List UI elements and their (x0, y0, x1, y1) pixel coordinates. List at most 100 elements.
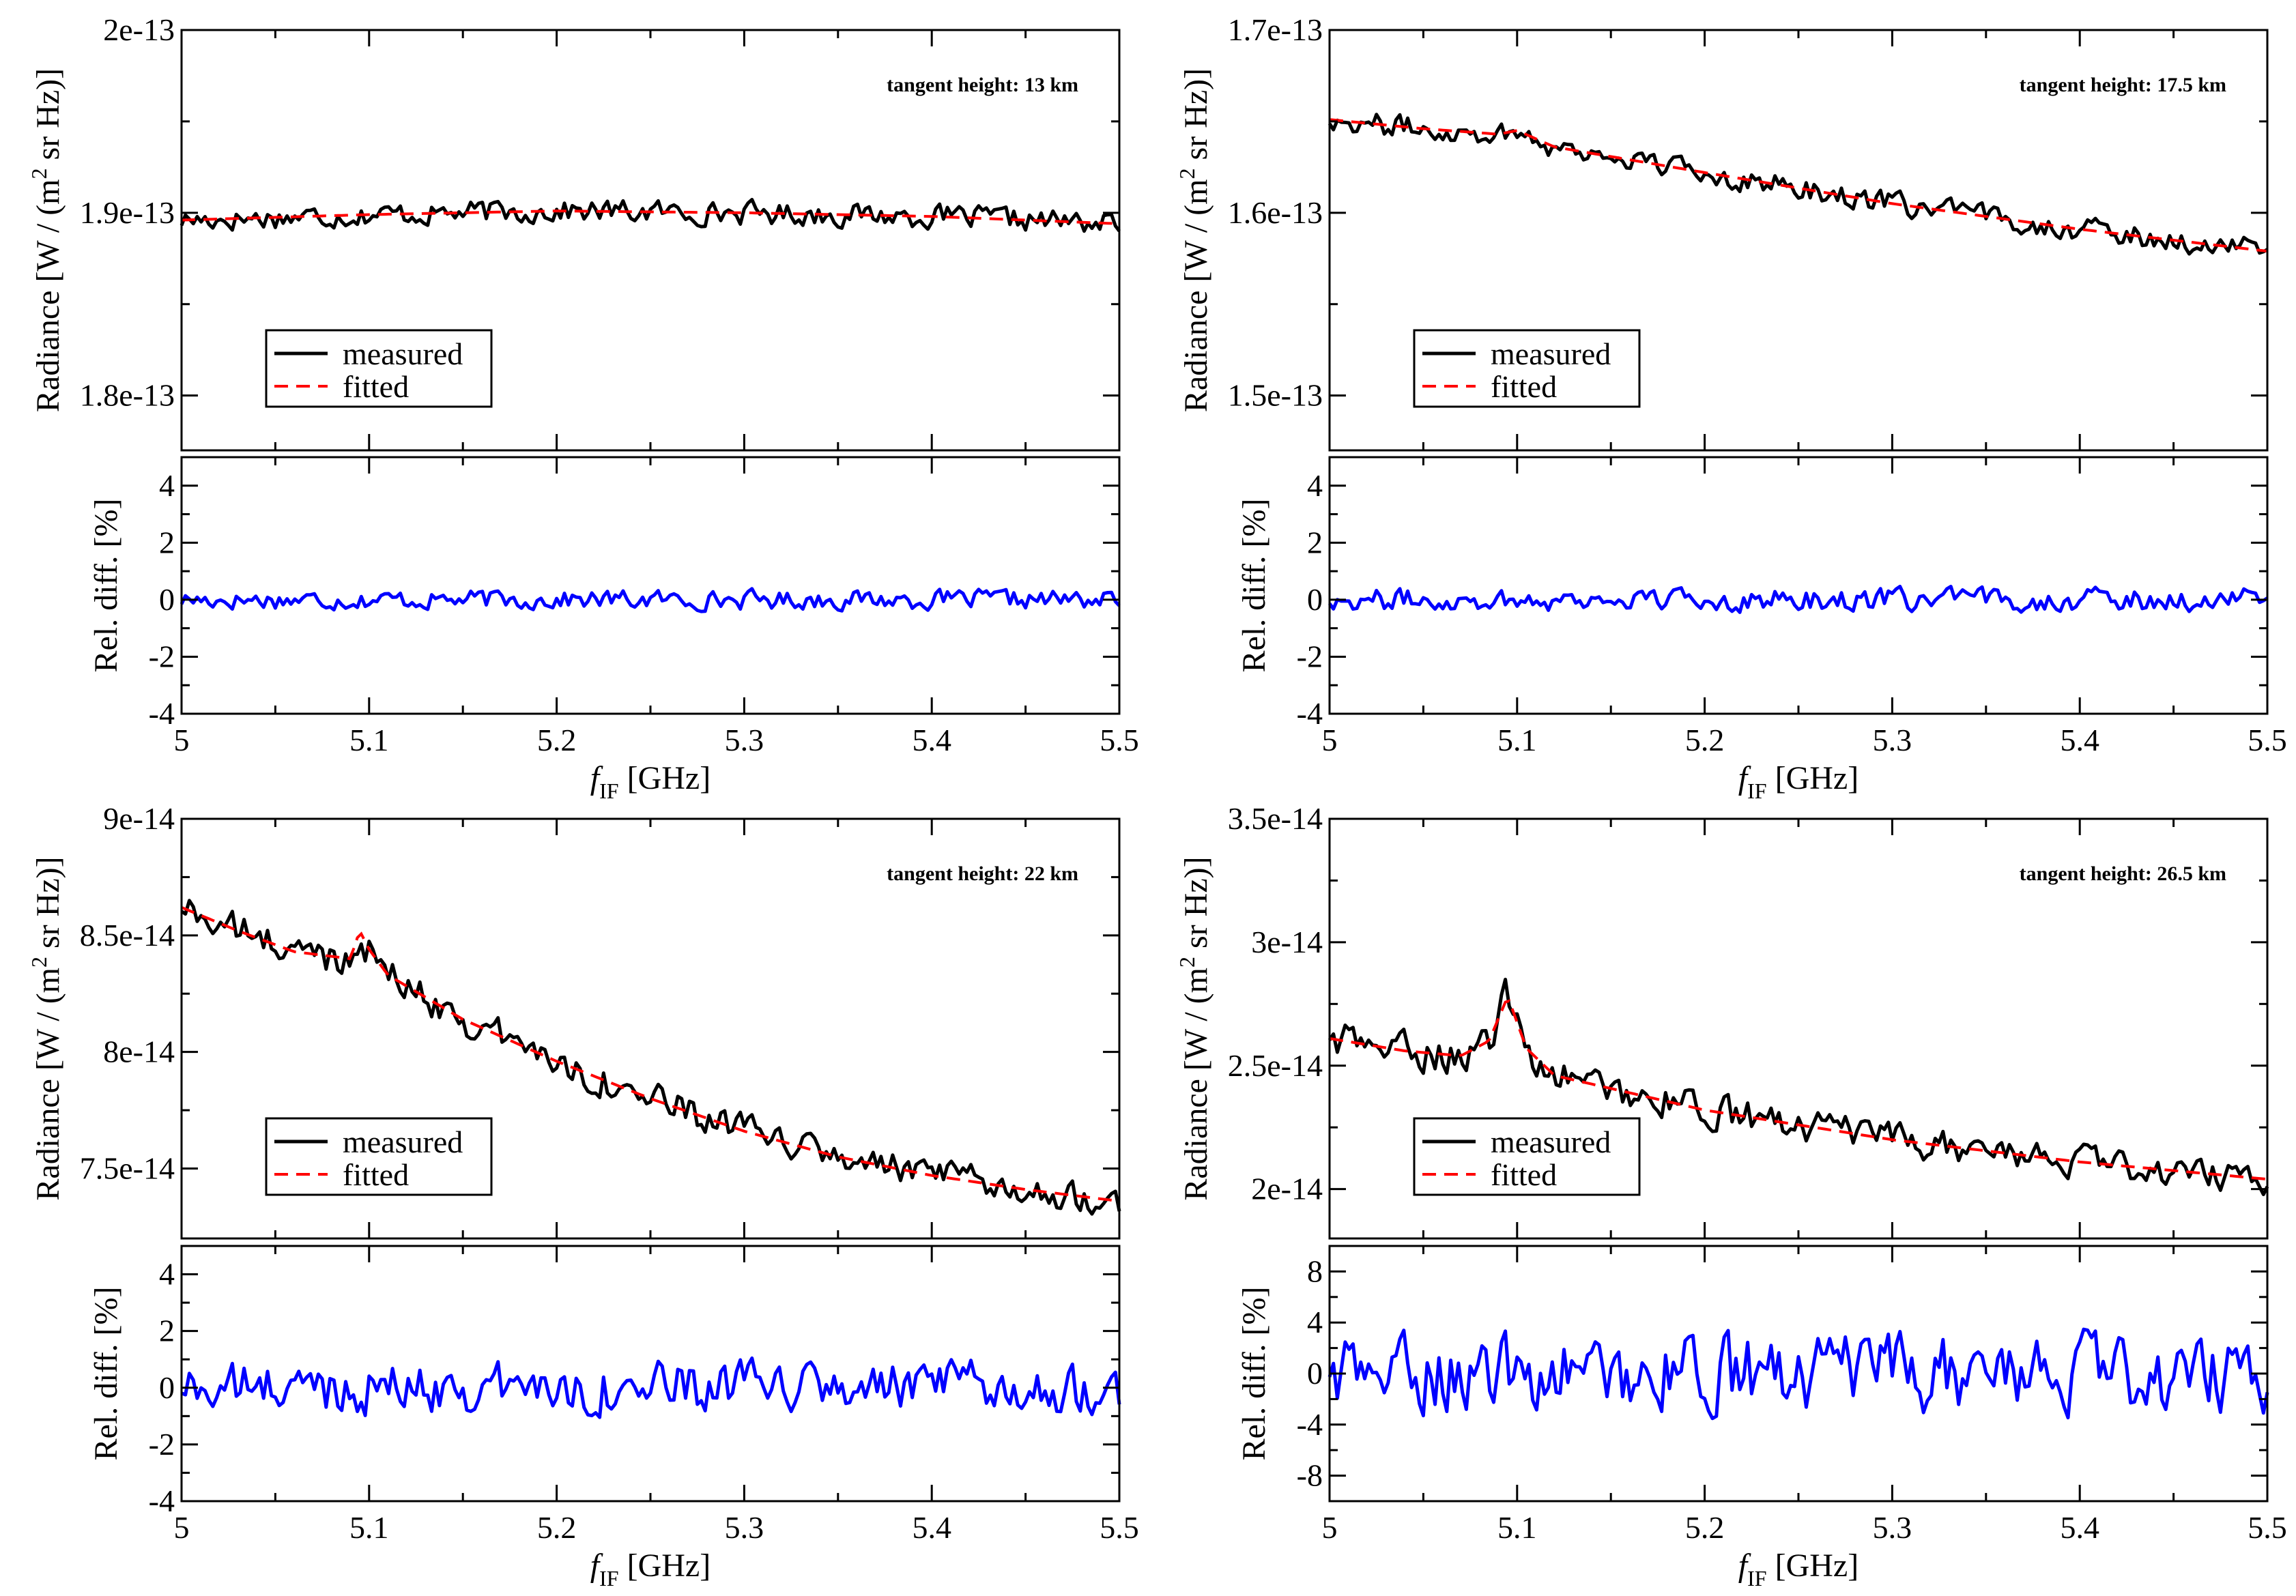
legend-fitted-label: fitted (343, 369, 409, 404)
ytick-label-bottom: -2 (149, 1427, 175, 1462)
legend-measured-label: measured (1491, 1125, 1611, 1159)
measured-line (1328, 977, 2269, 1196)
tangent-height-label: tangent height: 22 km (887, 862, 1078, 885)
xtick-label: 5.4 (2060, 1510, 2099, 1545)
legend-box (265, 1117, 493, 1196)
panel-p4: 2e-14 2.5e-14 3e-14 3.5e-14 Radiance [W / (m… (1175, 801, 2287, 1591)
reldiff-line (1328, 585, 2269, 614)
xtick-label: 5.5 (1100, 723, 1139, 757)
legend-fitted-label: fitted (1491, 369, 1557, 404)
fitted-line (181, 209, 1120, 225)
xtick-label: 5.3 (1873, 723, 1912, 757)
panel-p2: 1.5e-13 1.6e-13 1.7e-13 Radiance [W / (m2 s… (1175, 12, 2287, 803)
xtick-label: 5.2 (1685, 1510, 1725, 1545)
ytick-label-top: 1.9e-13 (80, 195, 175, 230)
ytick-label-bottom: 0 (1307, 582, 1323, 617)
ytick-label-bottom: -4 (149, 696, 175, 731)
xtick-label: 5.2 (1685, 723, 1725, 757)
xtick-label: 5.5 (1100, 1510, 1139, 1545)
ytick-label-bottom: 8 (1307, 1253, 1323, 1288)
legend-fitted-label: fitted (1491, 1157, 1557, 1192)
xtick-label: 5 (1322, 723, 1338, 757)
ytick-label-bottom: 4 (1307, 1305, 1323, 1339)
reldiff-line (180, 587, 1121, 613)
legend-box (1413, 329, 1641, 408)
legend-measured-label: measured (343, 336, 463, 371)
xtick-label: 5 (1322, 1510, 1338, 1545)
ytick-label-top: 2e-13 (103, 12, 175, 47)
reldiff-line (1328, 1327, 2269, 1421)
tangent-height-label: tangent height: 26.5 km (2020, 862, 2226, 885)
xtick-label: 5.2 (537, 1510, 577, 1545)
ytick-label-top: 3.5e-14 (1228, 801, 1323, 836)
ytick-label-top: 2.5e-14 (1228, 1048, 1323, 1083)
xtick-label: 5.1 (1497, 1510, 1537, 1545)
xtick-label: 5.3 (725, 1510, 764, 1545)
xtick-label: 5.5 (2248, 1510, 2287, 1545)
fitted-line (181, 905, 1120, 1203)
ytick-label-top: 9e-14 (103, 801, 175, 836)
reldiff-line (181, 1356, 1121, 1419)
panel-p1: 1.8e-13 1.9e-13 2e-13 Radiance [W / (m2 sr … (27, 12, 1139, 803)
ylabel-radiance: Radiance [W / (m2 sr Hz)] (1175, 68, 1214, 412)
ytick-label-top: 7.5e-14 (80, 1151, 175, 1186)
ytick-label-bottom: 2 (1307, 525, 1323, 560)
xtick-label: 5.4 (2060, 723, 2099, 757)
xtick-label: 5.1 (349, 1510, 389, 1545)
ytick-label-bottom: -2 (149, 639, 175, 673)
xtick-label: 5 (174, 723, 190, 757)
ytick-label-top: 3e-14 (1251, 925, 1323, 959)
ytick-label-bottom: 0 (159, 1370, 175, 1405)
panel-p3: 7.5e-14 8e-14 8.5e-14 9e-14 Radiance [W / (m… (27, 801, 1139, 1591)
ylabel-reldiff: Rel. diff. [%] (88, 498, 124, 672)
ytick-label-bottom: 0 (159, 582, 175, 617)
xtick-label: 5.1 (1497, 723, 1537, 757)
ytick-label-top: 1.5e-13 (1228, 378, 1323, 413)
bottom-frame (180, 456, 1121, 715)
measured-line (180, 899, 1121, 1216)
xtick-label: 5.1 (349, 723, 389, 757)
ytick-label-top: 1.7e-13 (1228, 12, 1323, 47)
legend-box (265, 329, 493, 408)
xlabel: fIF [GHz] (1738, 1548, 1859, 1591)
xtick-label: 5 (174, 1510, 190, 1545)
ytick-label-top: 1.8e-13 (80, 378, 175, 413)
ytick-label-bottom: 2 (159, 525, 175, 560)
measured-line (1328, 113, 2269, 256)
ytick-label-bottom: -2 (1297, 639, 1323, 673)
ylabel-reldiff: Rel. diff. [%] (1236, 1286, 1272, 1460)
legend-fitted-label: fitted (343, 1157, 409, 1192)
ytick-label-top: 8e-14 (103, 1034, 175, 1069)
fitted-line (1329, 118, 2268, 253)
ytick-label-bottom: -4 (149, 1483, 175, 1518)
tangent-height-label: tangent height: 17.5 km (2020, 74, 2226, 96)
xtick-label: 5.4 (912, 1510, 951, 1545)
bottom-frame (180, 1245, 1121, 1503)
legend-measured-label: measured (1491, 336, 1611, 371)
ytick-label-bottom: -4 (1297, 1407, 1323, 1442)
ytick-label-bottom: -8 (1297, 1458, 1323, 1493)
bottom-frame (1328, 456, 2269, 715)
ylabel-reldiff: Rel. diff. [%] (88, 1286, 124, 1460)
xlabel: fIF [GHz] (590, 760, 711, 803)
ytick-label-top: 1.6e-13 (1228, 195, 1323, 230)
xtick-label: 5.4 (912, 723, 951, 757)
xtick-label: 5.3 (1873, 1510, 1912, 1545)
xtick-label: 5.5 (2248, 723, 2287, 757)
xtick-label: 5.3 (725, 723, 764, 757)
ytick-label-bottom: 4 (159, 468, 175, 503)
ytick-label-bottom: -4 (1297, 696, 1323, 731)
tangent-height-label: tangent height: 13 km (887, 74, 1078, 96)
legend-measured-label: measured (343, 1125, 463, 1159)
ylabel-radiance: Radiance [W / (m2 sr Hz)] (27, 68, 66, 412)
ytick-label-top: 2e-14 (1251, 1172, 1323, 1206)
ytick-label-bottom: 4 (1307, 468, 1323, 503)
ylabel-radiance: Radiance [W / (m2 sr Hz)] (27, 856, 66, 1200)
ylabel-reldiff: Rel. diff. [%] (1236, 498, 1272, 672)
xlabel: fIF [GHz] (1738, 760, 1859, 803)
ytick-label-bottom: 0 (1307, 1356, 1323, 1391)
ytick-label-top: 8.5e-14 (80, 918, 175, 953)
xlabel: fIF [GHz] (590, 1548, 711, 1591)
fitted-line (1329, 999, 2268, 1181)
